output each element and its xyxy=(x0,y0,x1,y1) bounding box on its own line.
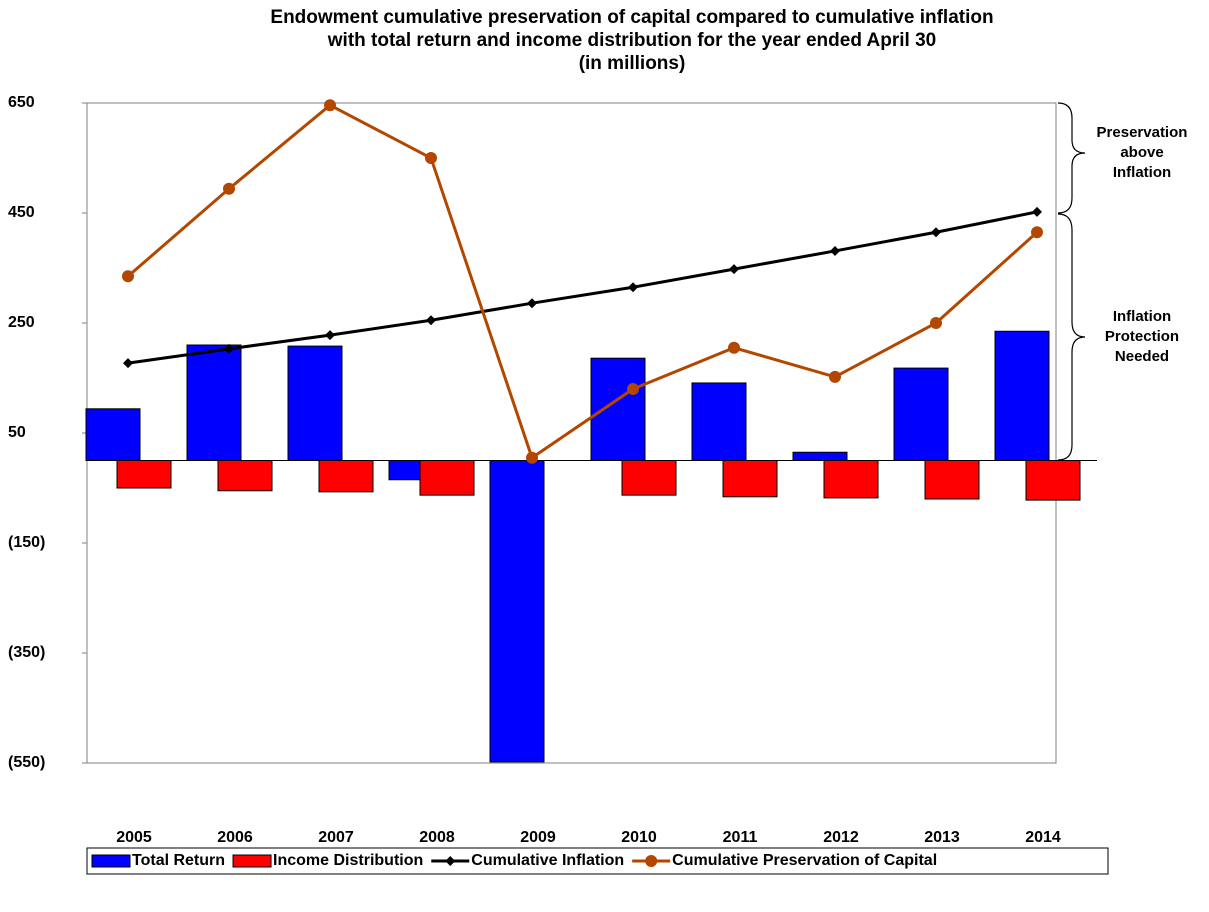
legend-label: Income Distribution xyxy=(273,852,423,869)
point xyxy=(224,343,234,354)
x-tick-label: 2008 xyxy=(419,829,455,846)
chart-title: Endowment cumulative preservation of cap… xyxy=(270,7,993,28)
point xyxy=(1031,226,1043,239)
bar xyxy=(823,460,879,499)
chart-title: with total return and income distributio… xyxy=(327,30,936,51)
x-tick-label: 2014 xyxy=(1025,829,1061,846)
point xyxy=(324,99,336,112)
point xyxy=(930,317,942,329)
x-tick-label: 2011 xyxy=(723,829,758,846)
x-tick-label: 2009 xyxy=(520,829,556,846)
bar xyxy=(489,460,545,763)
legend-label: Cumulative Preservation of Capital xyxy=(672,852,937,869)
bar xyxy=(893,367,949,462)
point xyxy=(829,370,841,383)
point xyxy=(122,270,134,283)
annotation: above xyxy=(1120,144,1163,161)
legend-swatch xyxy=(91,854,131,868)
bar xyxy=(217,460,273,492)
x-tick-label: 2006 xyxy=(217,829,253,846)
y-tick-label: 50 xyxy=(8,424,26,441)
x-tick-label: 2013 xyxy=(924,829,960,846)
bar xyxy=(419,460,475,496)
y-tick-label: 650 xyxy=(8,94,35,111)
bar xyxy=(116,460,172,489)
bar xyxy=(186,344,242,461)
bar xyxy=(287,345,343,462)
x-tick-label: 2005 xyxy=(116,829,152,846)
annotation: Needed xyxy=(1115,348,1169,365)
point xyxy=(325,330,335,341)
bar xyxy=(722,460,778,498)
bar xyxy=(590,357,646,462)
point xyxy=(628,282,638,293)
annotation: Preservation xyxy=(1097,124,1188,141)
y-tick-label: 450 xyxy=(8,204,35,221)
point xyxy=(526,451,538,464)
annotation: Protection xyxy=(1105,328,1179,345)
annotation: Inflation xyxy=(1113,308,1171,325)
bar xyxy=(1025,460,1081,501)
bar xyxy=(85,408,141,461)
point xyxy=(728,341,740,354)
x-tick-label: 2010 xyxy=(621,829,657,846)
bar xyxy=(924,460,980,500)
legend-swatch xyxy=(232,854,272,868)
point xyxy=(425,152,437,164)
point xyxy=(426,315,436,326)
bar xyxy=(691,382,747,462)
legend-label: Total Return xyxy=(132,852,225,869)
point xyxy=(123,358,133,369)
line xyxy=(127,210,1038,365)
brace xyxy=(1057,213,1086,461)
y-tick-label: (550) xyxy=(8,754,45,771)
point xyxy=(931,227,941,238)
point xyxy=(729,264,739,275)
point xyxy=(627,383,639,395)
point xyxy=(1032,206,1042,217)
bar xyxy=(621,460,677,496)
y-tick-label: 250 xyxy=(8,314,35,331)
legend-marker xyxy=(445,856,456,866)
y-tick-label: (150) xyxy=(8,534,45,551)
x-tick-label: 2012 xyxy=(823,829,859,846)
x-tick-label: 2007 xyxy=(318,829,354,846)
point xyxy=(527,298,537,309)
annotation: Inflation xyxy=(1113,164,1171,181)
point xyxy=(830,245,840,256)
legend-label: Cumulative Inflation xyxy=(471,852,624,869)
line xyxy=(127,103,1039,461)
y-tick-label: (350) xyxy=(8,644,45,661)
bar xyxy=(994,330,1050,461)
bar xyxy=(792,451,848,461)
brace xyxy=(1057,102,1086,214)
legend-marker xyxy=(645,855,658,867)
chart-title: (in millions) xyxy=(579,53,686,74)
point xyxy=(223,182,235,195)
bar xyxy=(318,460,374,493)
